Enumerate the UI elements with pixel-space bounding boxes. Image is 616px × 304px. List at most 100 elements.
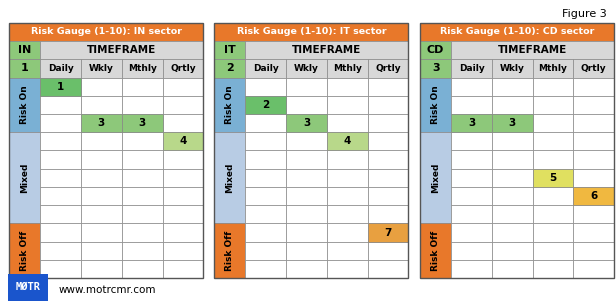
Bar xyxy=(492,59,533,78)
Bar xyxy=(40,114,81,132)
Bar xyxy=(368,223,408,242)
Bar xyxy=(214,132,245,223)
Bar xyxy=(40,132,81,150)
Bar xyxy=(81,132,122,150)
Bar xyxy=(533,187,573,205)
Bar xyxy=(420,23,614,41)
Text: Risk Off: Risk Off xyxy=(20,231,30,271)
Bar xyxy=(492,150,533,169)
Bar xyxy=(573,187,614,205)
Bar xyxy=(214,41,245,59)
Bar xyxy=(533,260,573,278)
Bar xyxy=(533,78,573,96)
Text: 3: 3 xyxy=(98,118,105,128)
Bar xyxy=(122,242,163,260)
Bar xyxy=(327,169,368,187)
Bar xyxy=(492,205,533,223)
Bar xyxy=(163,96,203,114)
Bar xyxy=(40,41,203,59)
Bar xyxy=(327,132,368,150)
Text: Risk Off: Risk Off xyxy=(225,231,235,271)
Bar xyxy=(420,59,451,78)
Bar xyxy=(573,169,614,187)
Text: 4: 4 xyxy=(179,136,187,146)
Bar xyxy=(533,132,573,150)
Bar xyxy=(9,41,40,59)
Bar xyxy=(451,96,492,114)
Bar xyxy=(573,150,614,169)
Bar xyxy=(533,114,573,132)
Text: Mthly: Mthly xyxy=(333,64,362,73)
Text: Risk Off: Risk Off xyxy=(431,231,440,271)
Bar xyxy=(368,114,408,132)
Bar xyxy=(40,96,81,114)
Bar xyxy=(81,114,122,132)
Bar xyxy=(492,78,533,96)
Text: 3: 3 xyxy=(303,118,310,128)
Bar xyxy=(286,242,327,260)
Text: 4: 4 xyxy=(344,136,351,146)
Text: 3: 3 xyxy=(139,118,146,128)
Text: CD: CD xyxy=(427,45,444,55)
Bar xyxy=(573,59,614,78)
Bar xyxy=(286,260,327,278)
Text: Daily: Daily xyxy=(459,64,484,73)
Bar xyxy=(327,242,368,260)
Bar xyxy=(245,205,286,223)
Bar xyxy=(420,41,451,59)
Bar xyxy=(451,114,492,132)
Text: 1: 1 xyxy=(21,64,28,73)
Text: MØTR: MØTR xyxy=(15,282,41,292)
Bar xyxy=(451,205,492,223)
Bar xyxy=(573,242,614,260)
Bar xyxy=(327,132,368,150)
Bar xyxy=(573,96,614,114)
Bar xyxy=(533,242,573,260)
Bar xyxy=(122,169,163,187)
Bar xyxy=(286,59,327,78)
Bar xyxy=(40,223,81,242)
Text: 2: 2 xyxy=(226,64,233,73)
Bar xyxy=(573,260,614,278)
Text: TIMEFRAME: TIMEFRAME xyxy=(498,45,567,55)
Bar xyxy=(245,132,286,150)
Text: Wkly: Wkly xyxy=(89,64,114,73)
Bar xyxy=(40,187,81,205)
Bar xyxy=(573,205,614,223)
Bar xyxy=(245,41,408,59)
Bar xyxy=(533,169,573,187)
Bar xyxy=(40,78,81,96)
Bar xyxy=(368,96,408,114)
Text: Qrtly: Qrtly xyxy=(581,64,607,73)
Bar xyxy=(163,260,203,278)
Bar xyxy=(9,223,40,278)
Bar xyxy=(327,114,368,132)
Text: Daily: Daily xyxy=(253,64,278,73)
Bar xyxy=(163,169,203,187)
Bar xyxy=(163,242,203,260)
Bar xyxy=(163,59,203,78)
Bar xyxy=(286,96,327,114)
Bar xyxy=(451,41,614,59)
Bar xyxy=(451,78,492,96)
Bar xyxy=(40,150,81,169)
Text: Mthly: Mthly xyxy=(128,64,156,73)
Bar xyxy=(9,78,40,132)
Bar xyxy=(327,205,368,223)
Bar xyxy=(214,59,245,78)
Bar xyxy=(451,242,492,260)
Bar xyxy=(81,260,122,278)
Bar xyxy=(573,223,614,242)
Bar xyxy=(122,187,163,205)
Bar xyxy=(420,223,451,278)
Bar xyxy=(368,132,408,150)
Text: IT: IT xyxy=(224,45,236,55)
Text: IN: IN xyxy=(18,45,31,55)
Bar xyxy=(492,132,533,150)
Bar xyxy=(573,114,614,132)
Text: 3: 3 xyxy=(509,118,516,128)
Bar xyxy=(122,205,163,223)
Bar xyxy=(573,132,614,150)
Bar xyxy=(327,96,368,114)
Bar xyxy=(286,205,327,223)
